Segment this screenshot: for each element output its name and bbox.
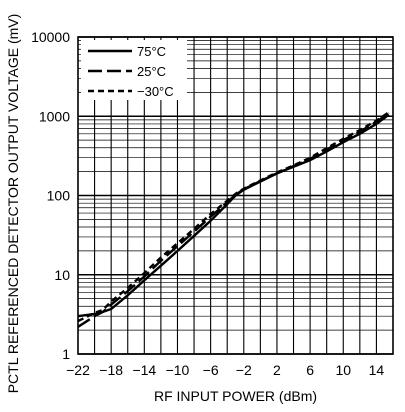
series-line-1 bbox=[77, 113, 390, 318]
y-tick-label: 10 bbox=[54, 267, 70, 283]
x-tick-label: −14 bbox=[132, 362, 156, 378]
legend-label: −30°C bbox=[137, 84, 174, 99]
x-tick-label: −6 bbox=[203, 362, 219, 378]
x-tick-label: −18 bbox=[99, 362, 123, 378]
x-tick-label: −10 bbox=[166, 362, 190, 378]
x-tick-labels: −22 −18 −14 −10 −6 −2 2 6 10 14 bbox=[66, 362, 384, 378]
y-tick-label: 10000 bbox=[31, 29, 70, 45]
x-axis-title: RF INPUT POWER (dBm) bbox=[154, 388, 317, 404]
series-layer bbox=[77, 111, 390, 328]
x-tick-label: −22 bbox=[66, 362, 90, 378]
legend-label: 75°C bbox=[137, 44, 166, 59]
x-tick-label: 10 bbox=[335, 362, 351, 378]
y-tick-labels: 1 10 100 1000 10000 bbox=[31, 29, 70, 362]
legend: 75°C 25°C −30°C bbox=[81, 40, 187, 100]
legend-label: 25°C bbox=[137, 64, 166, 79]
x-tick-label: −2 bbox=[236, 362, 252, 378]
x-tick-label: 14 bbox=[369, 362, 385, 378]
x-tick-label: 6 bbox=[306, 362, 314, 378]
series-line-3 bbox=[77, 111, 390, 323]
plot-frame bbox=[77, 36, 394, 355]
x-tick-label: 2 bbox=[273, 362, 281, 378]
series-line-2 bbox=[77, 112, 390, 328]
y-tick-label: 1000 bbox=[39, 108, 70, 124]
y-tick-label: 100 bbox=[47, 188, 71, 204]
y-axis-title: PCTL REFERENCED DETECTOR OUTPUT VOLTAGE … bbox=[5, 14, 21, 394]
y-tick-label: 1 bbox=[62, 346, 70, 362]
